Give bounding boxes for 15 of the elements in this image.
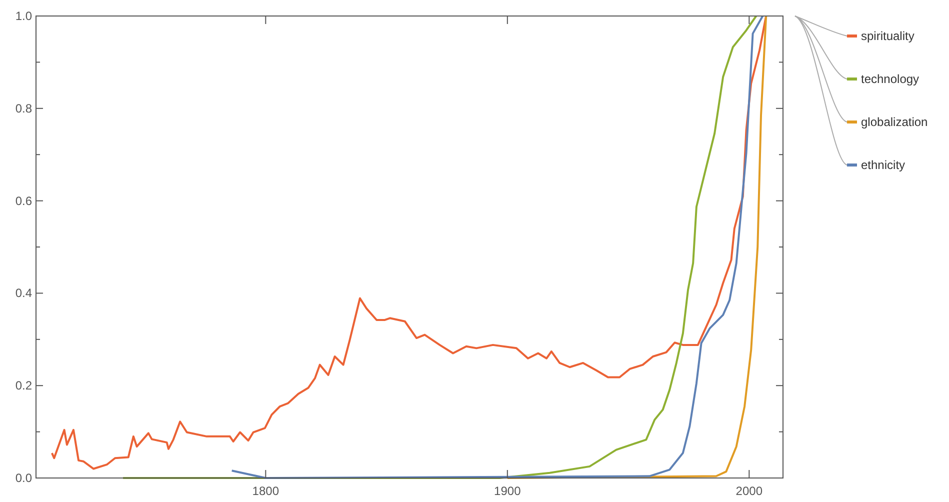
y-tick-label: 0.0 bbox=[15, 471, 32, 485]
y-tick-label: 0.4 bbox=[15, 286, 32, 300]
line-series bbox=[506, 15, 768, 479]
x-tick-label: 2000 bbox=[736, 484, 763, 498]
legend-label: globalization bbox=[861, 115, 928, 129]
legend-label: ethnicity bbox=[861, 158, 906, 172]
x-tick-label: 1800 bbox=[252, 484, 280, 498]
legend-label: technology bbox=[861, 72, 920, 86]
y-tick-label: 1.0 bbox=[15, 9, 32, 23]
y-tick-label: 0.8 bbox=[15, 101, 32, 116]
x-tick-label: 1900 bbox=[494, 484, 522, 498]
y-tick-label: 0.6 bbox=[15, 194, 32, 208]
y-tick-label: 0.2 bbox=[15, 378, 32, 393]
line-series bbox=[230, 15, 764, 479]
legend-label: spirituality bbox=[861, 29, 914, 43]
